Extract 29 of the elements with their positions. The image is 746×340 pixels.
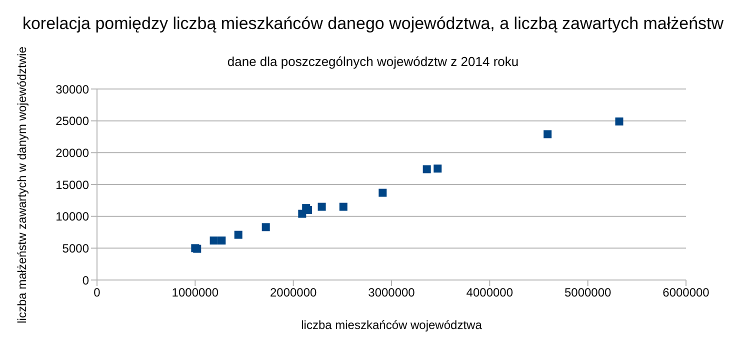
y-tick-label: 10000: [56, 210, 90, 224]
point: [544, 130, 552, 138]
x-tick-label: 5000000: [564, 286, 612, 300]
point: [615, 117, 624, 126]
point: [422, 165, 431, 174]
y-axis-title: liczba małżeństw zawartych w danym województwie: [15, 46, 29, 324]
point: [378, 188, 387, 197]
y-tick-label: 0: [82, 273, 90, 288]
point: [218, 236, 226, 245]
y-tick-label: 20000: [56, 146, 90, 160]
point: [234, 230, 242, 239]
y-tick-label: 5000: [62, 241, 90, 256]
chart-subtitle: dane dla poszczególnych województw z 2014 roku: [227, 54, 519, 69]
point: [262, 223, 270, 232]
y-tick-label: 15000: [56, 178, 90, 192]
point: [210, 236, 218, 245]
y-tick-label: 25000: [56, 114, 90, 128]
x-tick-label: 0: [94, 286, 101, 300]
y-tick-label: 30000: [56, 82, 90, 96]
x-tick-label: 2000000: [270, 286, 318, 300]
x-tick-label: 6000000: [662, 286, 710, 300]
point: [339, 202, 348, 211]
x-tick-label: 1000000: [172, 286, 219, 300]
x-tick-label: 4000000: [466, 286, 514, 300]
chart-title: korelacja pomiędzy liczbą mieszkańców danego województwa, a liczbą zawartych małżeństw: [21, 14, 725, 34]
x-axis-title: liczba mieszkańców województwa: [300, 318, 483, 332]
point: [318, 202, 326, 211]
point: [434, 164, 442, 173]
x-tick-label: 3000000: [368, 286, 416, 300]
